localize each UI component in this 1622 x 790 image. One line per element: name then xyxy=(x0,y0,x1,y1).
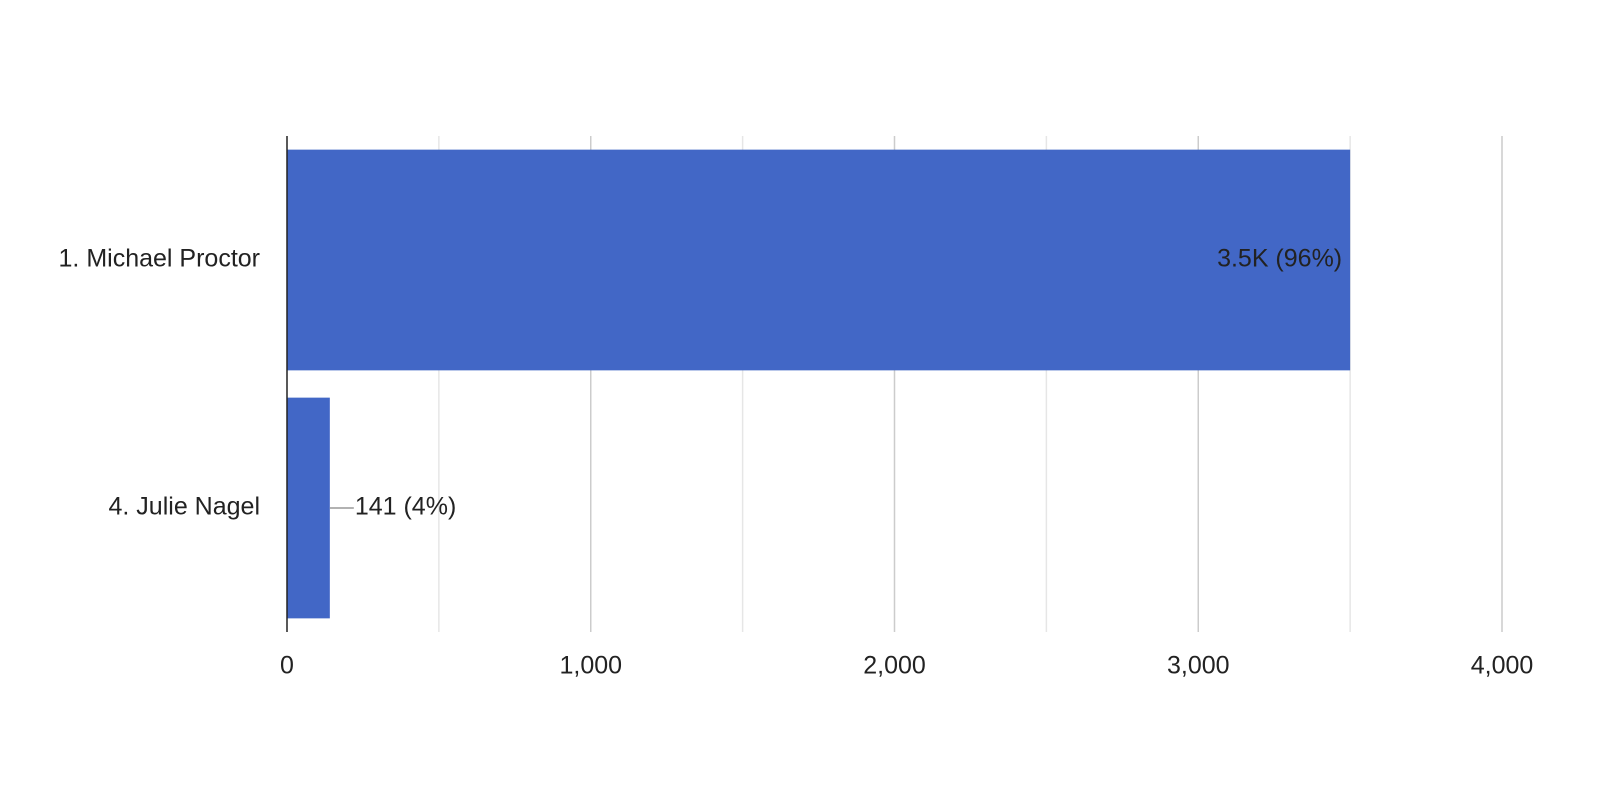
x-tick-label: 0 xyxy=(280,652,294,680)
x-tick-label: 4,000 xyxy=(1471,652,1534,680)
x-tick-label: 3,000 xyxy=(1167,652,1230,680)
value-label: 3.5K (96%) xyxy=(1217,245,1342,273)
value-label: 141 (4%) xyxy=(355,493,456,521)
bar xyxy=(287,397,330,619)
y-tick-label: 4. Julie Nagel xyxy=(109,493,260,521)
x-tick-label: 1,000 xyxy=(559,652,622,680)
bar xyxy=(287,149,1351,371)
x-tick-label: 2,000 xyxy=(863,652,926,680)
y-tick-label: 1. Michael Proctor xyxy=(59,245,260,273)
